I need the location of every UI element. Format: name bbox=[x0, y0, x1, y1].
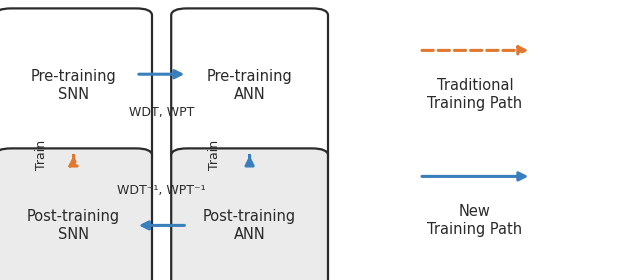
Text: Train: Train bbox=[35, 140, 48, 171]
Text: Post-training
SNN: Post-training SNN bbox=[27, 209, 120, 242]
Text: Post-training
ANN: Post-training ANN bbox=[203, 209, 296, 242]
Text: WDT⁻¹, WPT⁻¹: WDT⁻¹, WPT⁻¹ bbox=[117, 185, 206, 197]
Text: WDT, WPT: WDT, WPT bbox=[129, 106, 195, 119]
Text: Pre-training
ANN: Pre-training ANN bbox=[207, 69, 292, 102]
Text: Train: Train bbox=[208, 140, 221, 171]
Text: New
Training Path: New Training Path bbox=[428, 204, 522, 237]
Text: Pre-training
SNN: Pre-training SNN bbox=[31, 69, 116, 102]
FancyBboxPatch shape bbox=[0, 8, 152, 162]
Text: Traditional
Training Path: Traditional Training Path bbox=[428, 78, 522, 111]
FancyBboxPatch shape bbox=[172, 148, 328, 280]
FancyBboxPatch shape bbox=[0, 148, 152, 280]
FancyBboxPatch shape bbox=[172, 8, 328, 162]
